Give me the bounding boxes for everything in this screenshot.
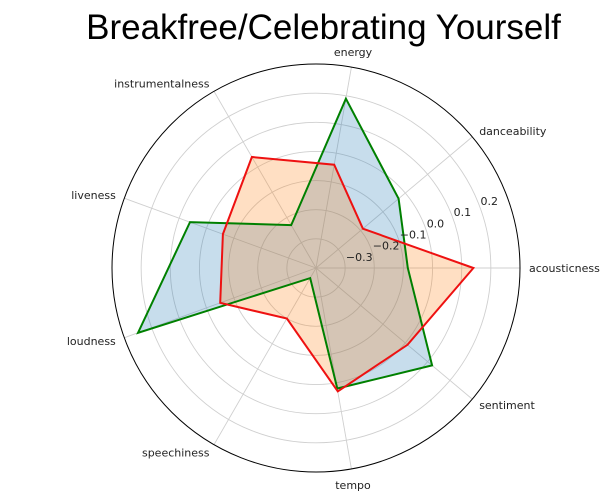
axis-label-sentiment: sentiment (479, 399, 535, 412)
series-0-line (136, 96, 434, 390)
axis-labels: acousticness danceability energy instrument… (67, 46, 600, 492)
radial-tick-labels: −0.3−0.2−0.10.0 0.1 0.2 (346, 195, 498, 264)
tick-label-5: 0.2 (481, 195, 499, 208)
radar-series (136, 96, 476, 393)
outer-frame (111, 63, 521, 473)
axis-label-tempo: tempo (335, 479, 371, 492)
series-1-fill (220, 157, 474, 392)
tick-label-2: −0.1 (400, 229, 427, 242)
series-1-line (219, 155, 476, 393)
axis-label-acousticness: acousticness (529, 262, 600, 275)
axis-label-liveness: liveness (71, 189, 116, 202)
series-0-fill (138, 98, 433, 389)
spoke-instrumentalness (213, 91, 317, 269)
axis-label-instrumentalness: instrumentalness (114, 78, 210, 91)
tick-label-4: 0.1 (454, 206, 472, 219)
spoke-danceability (315, 136, 473, 269)
tick-label-1: −0.2 (373, 240, 400, 253)
axis-label-danceability: danceability (479, 125, 547, 138)
spoke-liveness (124, 197, 317, 269)
spoke-speechiness (213, 267, 317, 445)
tick-label-3: 0.0 (427, 217, 445, 230)
spoke-sentiment (315, 267, 473, 400)
chart-title: Breakfree/Celebrating Yourself (86, 8, 561, 47)
axis-label-energy: energy (334, 46, 373, 59)
axis-label-speechiness: speechiness (142, 447, 210, 460)
tick-label-0: −0.3 (346, 251, 373, 264)
axis-label-loudness: loudness (67, 335, 116, 348)
spoke-tempo (315, 267, 352, 469)
